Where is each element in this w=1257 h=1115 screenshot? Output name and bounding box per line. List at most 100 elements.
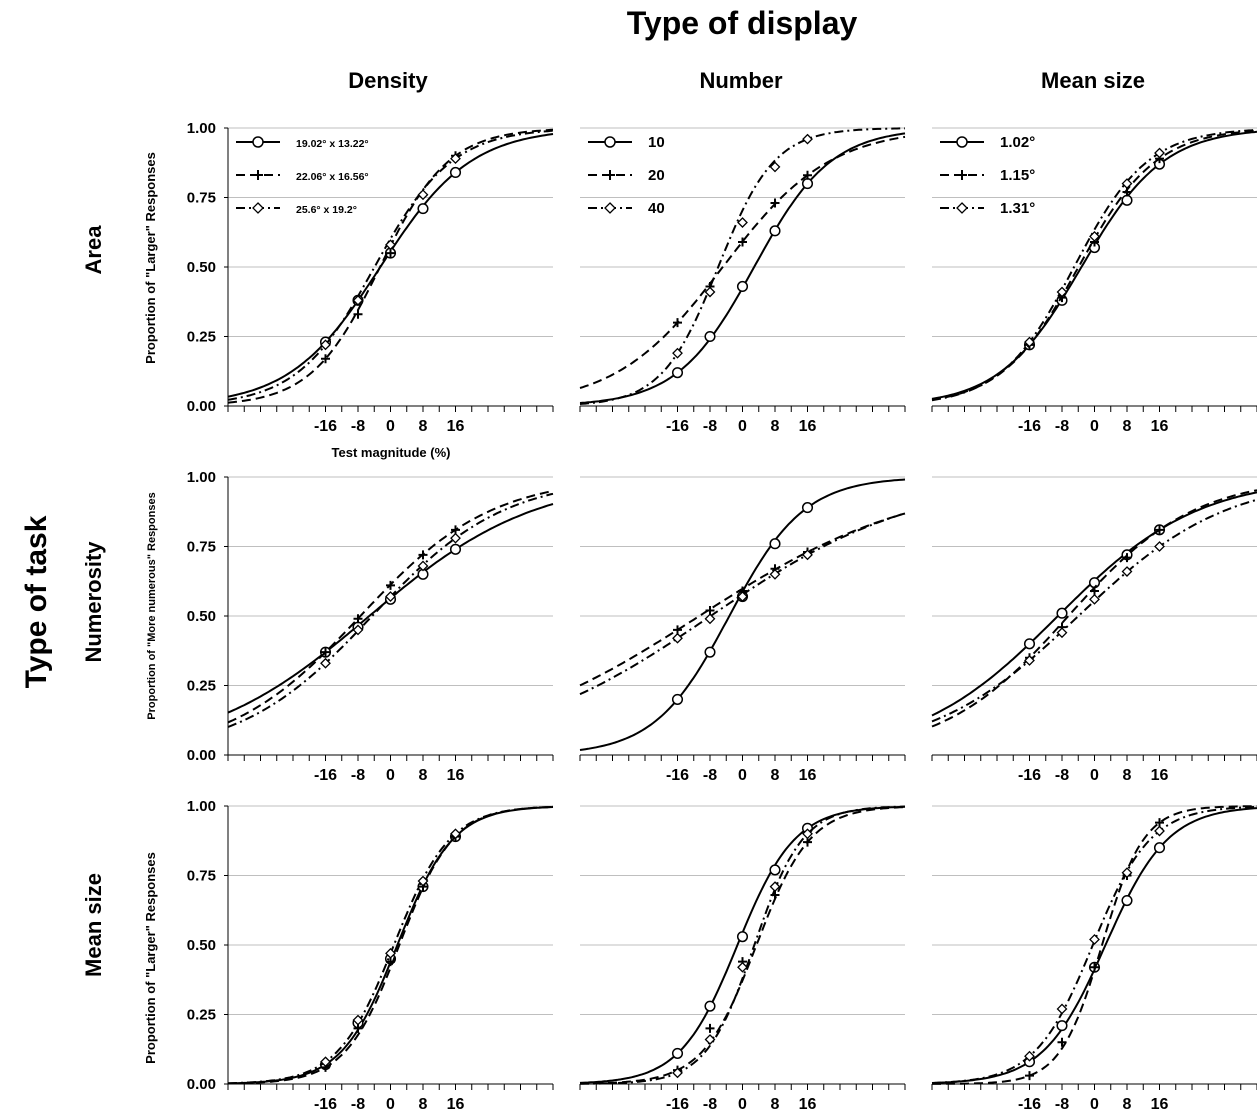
data-point [320,339,331,351]
x-tick-label: 0 [738,418,747,435]
data-point [450,532,461,544]
y-tick-label: 0.25 [187,678,216,695]
x-tick-label: 0 [386,1096,395,1113]
data-point [769,161,781,173]
data-point [417,189,429,201]
data-point [769,225,781,237]
series-line [931,498,1257,723]
x-tick-label: -8 [703,1096,717,1113]
data-point [737,591,748,602]
x-tick-label: 16 [1151,1096,1169,1113]
data-point [320,1056,331,1068]
data-point [736,931,749,943]
data-point [418,550,428,560]
row-header-mean-size: Mean size [81,873,106,977]
data-point [802,133,813,145]
series-line [931,128,1257,402]
series-diamond-2 [580,805,906,1085]
panel-mean-size-density: 0.00 0.25 0.50 0.75 1.00 -16 -8 0 8 16 [187,798,554,1113]
x-tick-label: -16 [666,1096,689,1113]
data-point [802,828,813,840]
data-point [1056,1020,1068,1032]
legend-marker [252,202,264,214]
y-axis-label-row3: Proportion of "Larger" Responses [143,852,158,1064]
x-tick-label: 8 [771,1096,780,1113]
data-point [1056,607,1068,619]
series-diamond-2 [579,512,906,696]
y-tick-label: 0.00 [187,398,216,415]
row-header-area: Area [81,225,106,275]
x-tick-label: 16 [1151,418,1169,435]
legend-label: 1.02° [1000,134,1035,151]
x-tick-label: -8 [1055,1096,1069,1113]
data-point [1056,1003,1068,1015]
data-point [671,693,684,705]
series-plus-1 [931,489,1257,728]
data-point [1153,842,1166,854]
data-point [1024,1050,1035,1062]
series-diamond-2 [931,498,1257,723]
legend: 10 20 40 [588,134,665,217]
x-tick-label: 0 [1090,767,1099,784]
x-tick-label: 8 [1123,418,1132,435]
x-tick-label: -8 [351,767,365,784]
data-point [737,961,748,973]
x-tick-label: 16 [799,1096,817,1113]
data-point [1121,566,1133,577]
data-point [704,330,716,343]
data-point [769,538,781,550]
panel-area-number: -16 -8 0 8 16 10 20 40 [579,127,906,435]
data-point [803,170,812,180]
data-point [1121,194,1133,206]
y-tick-label: 0.75 [187,190,216,207]
data-point [736,280,749,293]
legend-label: 25.6° x 19.2° [296,204,357,216]
legend-marker [956,136,968,148]
series-circle-0 [579,132,906,404]
series-diamond-2 [579,127,905,405]
x-tick-label: 16 [447,1096,465,1113]
data-point [704,1034,716,1045]
x-tick-label: 8 [1123,1096,1132,1113]
series-diamond-2 [227,492,554,728]
data-point [769,864,781,876]
x-tick-label: -16 [314,1096,337,1113]
series-line [931,807,1257,1084]
data-point [386,580,395,590]
data-point [672,347,683,359]
data-point [353,309,363,319]
x-tick-label: 8 [419,1096,428,1113]
data-point [1025,1071,1034,1081]
series-circle-0 [931,807,1257,1084]
y-tick-label: 0.25 [187,329,216,346]
data-point [801,502,814,514]
x-tick-label: 8 [419,418,428,435]
x-tick-label: 0 [738,1096,747,1113]
x-tick-label: -16 [666,418,689,435]
series-line [580,805,906,1085]
legend-label: 19.02° x 13.22° [296,138,369,150]
data-point [1089,231,1100,242]
panel-numerosity-density: 0.00 0.25 0.50 0.75 1.00 -16 -8 0 8 16 [187,469,554,784]
series-line [931,129,1257,401]
data-point [417,560,429,572]
x-tick-label: -16 [314,767,337,784]
data-point [320,657,331,669]
legend-marker [957,170,967,180]
data-point [770,198,780,208]
y-tick-label: 0.00 [187,747,216,764]
data-point [671,367,684,379]
data-point [801,178,814,190]
data-point [353,614,363,624]
data-point [738,237,747,247]
data-point [1056,627,1068,639]
column-header-number: Number [699,68,783,93]
legend-label: 1.31° [1000,200,1035,217]
series-line [931,489,1257,728]
series-plus-1 [931,129,1257,401]
y-tick-label: 1.00 [187,469,216,486]
x-tick-label: 16 [799,767,817,784]
x-tick-label: 8 [771,418,780,435]
data-point [1024,655,1035,666]
data-point [352,1014,364,1026]
